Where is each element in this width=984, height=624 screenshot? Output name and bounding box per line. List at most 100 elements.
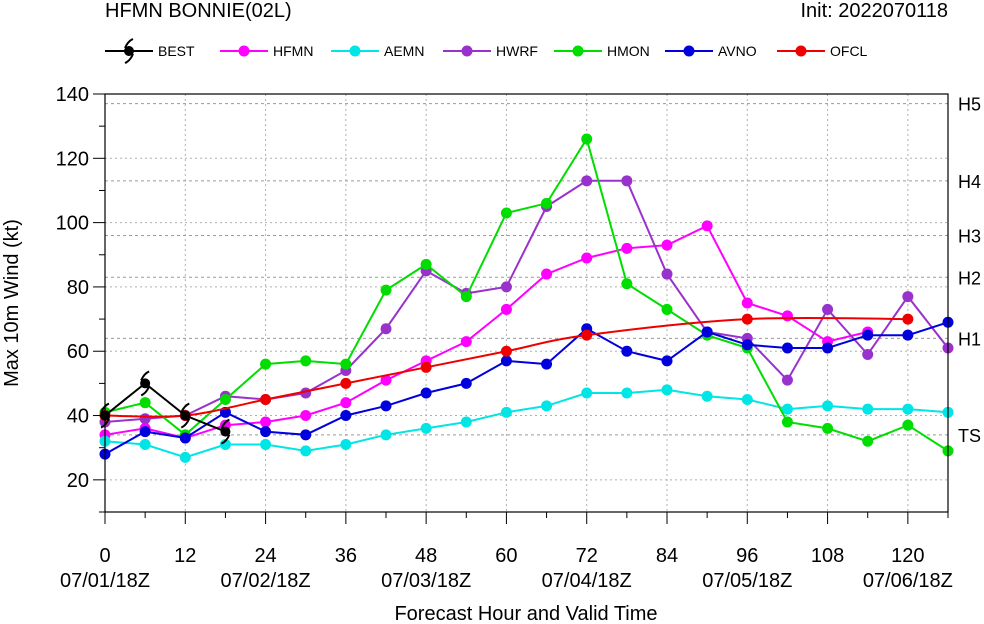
point-aemn-36 — [340, 438, 352, 450]
y-tick-label-2: 60 — [67, 341, 89, 363]
point-best-12 — [180, 402, 191, 429]
legend-label-hfmn: HFMN — [273, 43, 313, 59]
series-line-hwrf — [104, 179, 949, 423]
point-hmon-6 — [139, 397, 151, 409]
series-line-best — [104, 382, 226, 433]
plot-frame — [104, 93, 949, 513]
point-hmon-24 — [260, 358, 272, 370]
legend: BEST HFMN AEMN HWRF HMON AVNO OFCL — [105, 38, 868, 64]
point-hfmn-66 — [541, 268, 553, 280]
legend-item-avno: AVNO — [665, 43, 757, 59]
point-hfmn-84 — [661, 239, 673, 251]
date-label-4: 07/05/18Z — [702, 570, 792, 592]
legend-item-best: BEST — [105, 38, 195, 64]
legend-marker-hwrf — [461, 45, 473, 57]
point-hmon-42 — [380, 284, 392, 296]
legend-item-hwrf: HWRF — [443, 43, 538, 59]
point-hmon-108 — [822, 422, 834, 434]
point-hmon-66 — [541, 197, 553, 209]
point-hmon-114 — [862, 435, 874, 447]
series-hwrf — [99, 175, 954, 428]
legend-marker-hfmn — [238, 45, 250, 57]
x-tick-label-6: 72 — [576, 545, 598, 567]
point-aemn-72 — [581, 387, 593, 399]
point-aemn-12 — [179, 451, 191, 463]
point-hfmn-78 — [621, 242, 633, 254]
point-avno-6 — [139, 426, 151, 438]
x-tick-label-10: 120 — [891, 545, 924, 567]
point-aemn-96 — [741, 393, 753, 405]
series-line-hmon — [104, 136, 949, 452]
date-label-2: 07/03/18Z — [381, 570, 471, 592]
point-hwrf-84 — [661, 268, 673, 280]
point-hmon-120 — [902, 419, 914, 431]
point-avno-84 — [661, 355, 673, 367]
y-tick-label-6: 140 — [56, 84, 89, 106]
point-hwrf-60 — [500, 281, 512, 293]
point-aemn-66 — [541, 400, 553, 412]
point-ofcl-24 — [260, 393, 272, 405]
point-hmon-30 — [300, 355, 312, 367]
point-aemn-18 — [219, 438, 231, 450]
point-hmon-84 — [661, 303, 673, 315]
legend-label-avno: AVNO — [718, 43, 757, 59]
point-hfmn-30 — [300, 410, 312, 422]
point-best-6 — [140, 370, 151, 397]
y-tick-label-0: 20 — [67, 470, 89, 492]
point-hmon-48 — [420, 258, 432, 270]
legend-label-hmon: HMON — [607, 43, 650, 59]
point-avno-60 — [500, 355, 512, 367]
x-tick-label-7: 84 — [656, 545, 678, 567]
x-tick-label-9: 108 — [811, 545, 844, 567]
legend-marker-hmon — [572, 45, 584, 57]
point-hfmn-24 — [260, 416, 272, 428]
point-aemn-24 — [260, 438, 272, 450]
series-line-hfmn — [104, 224, 868, 440]
x-tick-label-8: 96 — [736, 545, 758, 567]
point-avno-24 — [260, 426, 272, 438]
point-hwrf-6 — [139, 413, 151, 425]
series-aemn — [99, 384, 954, 463]
legend-item-aemn: AEMN — [331, 43, 424, 59]
point-hfmn-96 — [741, 297, 753, 309]
point-aemn-42 — [380, 429, 392, 441]
point-avno-108 — [822, 342, 834, 354]
point-hmon-72 — [581, 133, 593, 145]
chart-title: HFMN BONNIE(02L) — [105, 0, 292, 22]
date-label-3: 07/04/18Z — [542, 570, 632, 592]
point-hmon-78 — [621, 278, 633, 290]
series-line-ofcl — [104, 316, 908, 418]
point-hfmn-60 — [500, 303, 512, 315]
series-line-avno — [104, 321, 949, 455]
legend-label-ofcl: OFCL — [830, 43, 868, 59]
point-aemn-90 — [701, 390, 713, 402]
point-avno-120 — [902, 329, 914, 341]
point-avno-36 — [340, 410, 352, 422]
point-aemn-120 — [902, 403, 914, 415]
legend-item-hfmn: HFMN — [220, 43, 313, 59]
point-aemn-60 — [500, 406, 512, 418]
legend-marker-aemn — [349, 45, 361, 57]
point-hfmn-36 — [340, 397, 352, 409]
intensity-label-h5: H5 — [958, 95, 981, 115]
axes: 20 40 60 80 100 120 140 0 12 24 36 48 60 72 84 96 108 120… — [56, 84, 981, 592]
x-tick-label-1: 12 — [174, 545, 196, 567]
legend-marker-ofcl — [795, 45, 807, 57]
point-avno-114 — [862, 329, 874, 341]
point-hwrf-108 — [822, 303, 834, 315]
x-tick-label-5: 60 — [495, 545, 517, 567]
series-layer — [99, 133, 954, 463]
legend-marker-best — [124, 38, 134, 64]
intensity-label-h3: H3 — [958, 226, 981, 246]
point-hmon-102 — [781, 416, 793, 428]
point-ofcl-48 — [420, 361, 432, 373]
date-label-1: 07/02/18Z — [221, 570, 311, 592]
point-aemn-78 — [621, 387, 633, 399]
point-avno-42 — [380, 400, 392, 412]
point-aemn-54 — [460, 416, 472, 428]
point-ofcl-96 — [741, 313, 753, 325]
point-avno-30 — [300, 429, 312, 441]
x-tick-label-4: 48 — [415, 545, 437, 567]
point-hwrf-78 — [621, 175, 633, 187]
point-hmon-36 — [340, 358, 352, 370]
